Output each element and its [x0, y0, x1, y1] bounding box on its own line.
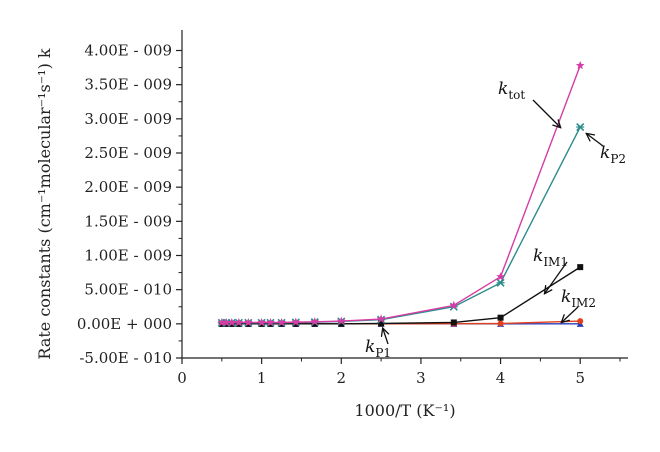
- y-tick-label: 0.00E + 000: [77, 315, 172, 333]
- series-line: [221, 126, 581, 324]
- series-line: [221, 65, 581, 324]
- data-point: [378, 320, 385, 327]
- data-point: [244, 317, 253, 327]
- data-point: [497, 314, 504, 321]
- label-main: k: [561, 287, 571, 307]
- series-label-tot: ktot: [498, 79, 525, 102]
- x-tick-label: 5: [575, 369, 585, 387]
- label-main: k: [365, 337, 375, 357]
- data-point: [257, 317, 266, 327]
- x-tick-label: 1: [257, 369, 267, 387]
- label-arrow-tot: [532, 99, 560, 127]
- data-point: [450, 319, 457, 326]
- label-subscript: P2: [610, 152, 626, 166]
- data-point: [291, 317, 301, 326]
- series-p2: [217, 122, 585, 327]
- data-point: [576, 122, 585, 132]
- label-arrow-p1: [383, 329, 388, 345]
- data-point: [227, 317, 237, 327]
- label-subscript: P1: [375, 346, 391, 360]
- y-tick-label: 5.00E - 010: [84, 281, 172, 299]
- x-tick-label: 4: [496, 369, 506, 387]
- data-point: [217, 317, 227, 327]
- series-tot: [217, 61, 585, 327]
- data-point: [577, 264, 584, 271]
- label-arrow-im2: [562, 306, 579, 322]
- y-tick-label: 1.50E - 009: [84, 212, 172, 230]
- x-tick-label: 0: [177, 369, 187, 387]
- y-tick-label: 2.50E - 009: [84, 144, 172, 162]
- label-arrow-p2: [587, 134, 604, 147]
- y-tick-label: 4.00E - 009: [84, 42, 172, 60]
- x-tick-label: 2: [337, 369, 347, 387]
- series-label-im2: kIM2: [561, 287, 596, 310]
- series-label-p1: kP1: [365, 337, 391, 360]
- data-point: [496, 272, 505, 281]
- series-label-p2: kP2: [600, 143, 626, 166]
- data-point: [310, 317, 320, 326]
- series-im1: [218, 264, 584, 327]
- data-point: [496, 278, 505, 287]
- label-subscript: IM2: [571, 296, 596, 310]
- label-subscript: tot: [508, 88, 525, 102]
- data-point: [575, 61, 585, 70]
- label-main: k: [600, 143, 610, 163]
- data-point: [577, 318, 584, 325]
- data-point: [266, 317, 275, 327]
- data-point: [234, 317, 244, 327]
- series-label-im1: kIM1: [533, 246, 568, 269]
- y-tick-label: 1.00E - 009: [84, 247, 172, 265]
- y-tick-label: 3.50E - 009: [84, 76, 172, 94]
- label-main: k: [533, 246, 543, 266]
- data-point: [337, 316, 346, 325]
- data-point: [311, 320, 318, 327]
- data-point: [376, 314, 386, 323]
- y-tick-label: 3.00E - 009: [84, 110, 172, 128]
- data-point: [222, 317, 231, 327]
- series-layer: [217, 61, 585, 327]
- data-point: [449, 300, 459, 310]
- data-point: [338, 320, 345, 327]
- label-main: k: [498, 79, 508, 99]
- axes: 0 1 2 3 4 5 -5.00E - 010 0.00E + 000 5.00E - 010…: [35, 30, 628, 420]
- y-tick-label: 2.00E - 009: [84, 178, 172, 196]
- y-tick-label: -5.00E - 010: [79, 349, 172, 367]
- data-point: [277, 317, 286, 327]
- x-axis-title: 1000/T (K⁻¹): [354, 401, 455, 420]
- x-tick-label: 3: [416, 369, 426, 387]
- data-point: [497, 320, 504, 327]
- label-subscript: IM1: [543, 255, 568, 269]
- label-arrow-im1: [545, 261, 568, 293]
- y-axis-title: Rate constants (cm⁻¹molecular⁻¹s⁻¹) k: [35, 48, 54, 360]
